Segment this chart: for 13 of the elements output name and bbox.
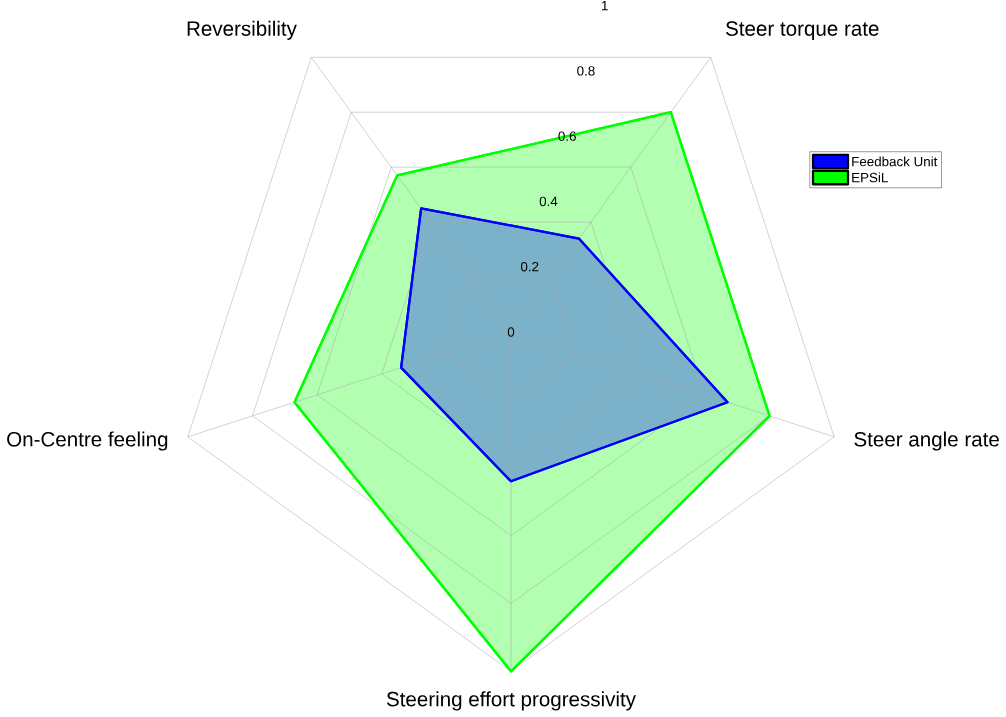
y-tick-label: 0 <box>507 327 515 337</box>
y-tick-label: 1 <box>601 1 608 11</box>
y-tick-label: 0.2 <box>520 262 539 272</box>
y-tick-label: 0.8 <box>577 66 595 76</box>
spoke-label: Reversibility <box>187 20 297 41</box>
y-tick-label: 0.6 <box>558 131 576 142</box>
spoke-label: Steering effort progressivity <box>386 691 636 711</box>
spoke-label: Steer torque rate <box>726 21 879 41</box>
spoke-label: On-Centre feeling <box>7 431 168 451</box>
legend-label: Feedback Unit <box>852 156 938 167</box>
y-tick-label: 0.4 <box>539 196 558 207</box>
spoke-label: Steer angle rate <box>854 431 999 451</box>
legend-label: EPSiL <box>852 172 888 183</box>
